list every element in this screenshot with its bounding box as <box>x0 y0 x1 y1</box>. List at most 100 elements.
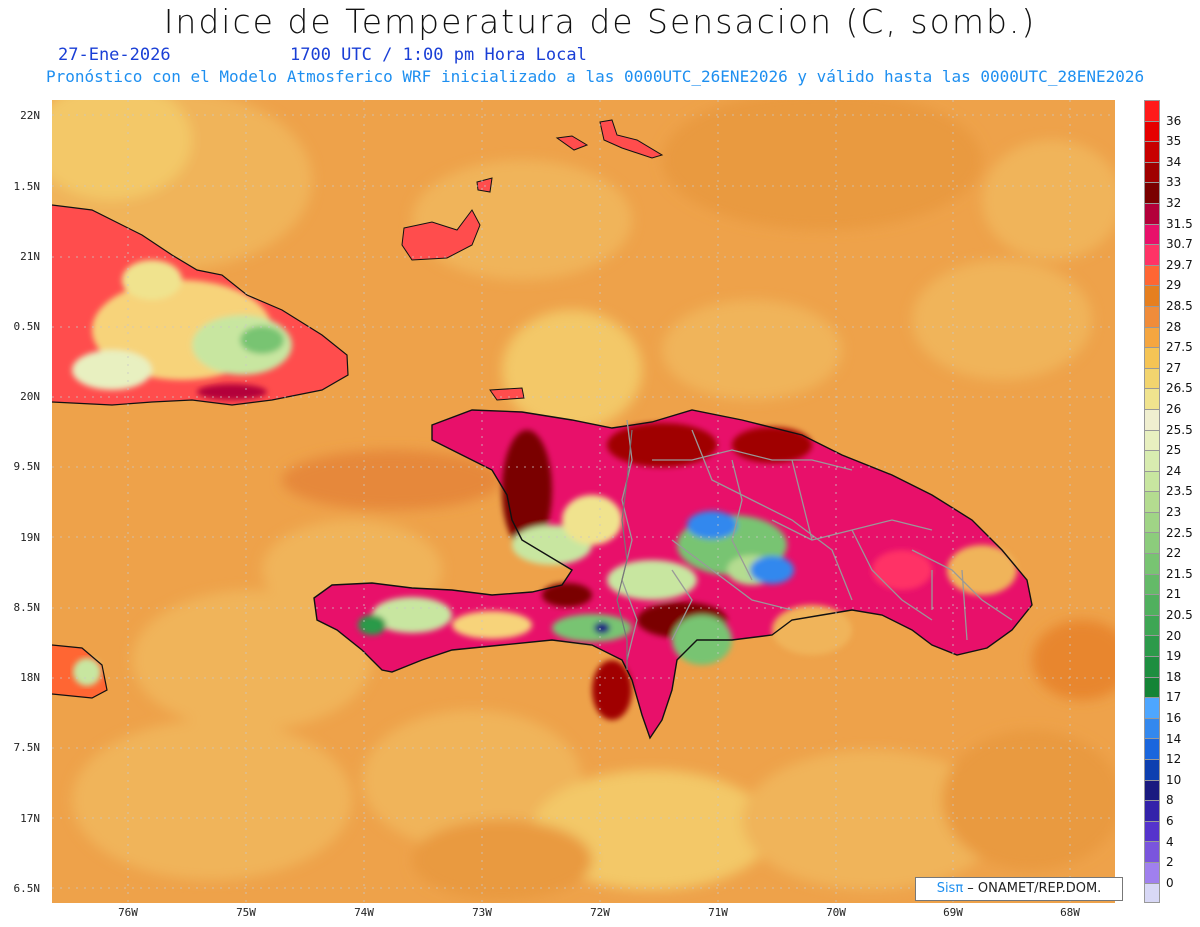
colorbar-swatch <box>1144 285 1160 306</box>
colorbar-swatch <box>1144 532 1160 554</box>
colorbar-swatch <box>1144 635 1160 657</box>
colorbar-label: 23.5 <box>1166 484 1193 499</box>
colorbar-label: 33 <box>1166 175 1182 190</box>
colorbar-label: 14 <box>1166 731 1182 746</box>
lon-label: 74W <box>354 906 374 919</box>
lon-label: 71W <box>708 906 728 919</box>
colorbar-swatch <box>1144 264 1160 286</box>
colorbar-swatch <box>1144 347 1160 368</box>
colorbar-label: 19 <box>1166 649 1182 664</box>
colorbar-label: 20 <box>1166 628 1182 643</box>
colorbar-label: 31.5 <box>1166 216 1193 231</box>
ocean-field <box>52 100 1115 900</box>
lat-label: 9.5N <box>13 460 41 473</box>
colorbar-swatch <box>1144 120 1160 142</box>
colorbar-swatch <box>1144 450 1160 471</box>
lat-label: 22N <box>20 109 40 122</box>
colorbar-swatch <box>1144 882 1160 904</box>
colorbar-swatch <box>1144 800 1160 821</box>
credit-brand: Sisπ <box>936 881 964 896</box>
colorbar-swatch <box>1144 182 1160 203</box>
colorbar-label: 28 <box>1166 319 1182 334</box>
lon-label: 69W <box>943 906 963 919</box>
lon-label: 76W <box>118 906 138 919</box>
hispaniola-landmass <box>313 409 1033 740</box>
colorbar-label: 21.5 <box>1166 566 1193 581</box>
colorbar-label: 12 <box>1166 752 1182 767</box>
colorbar-label: 22 <box>1166 546 1182 561</box>
colorbar-label: 30.7 <box>1166 237 1193 252</box>
credit-text: – ONAMET/REP.DOM. <box>963 881 1102 896</box>
colorbar-label: 0 <box>1166 875 1174 890</box>
colorbar-swatch <box>1144 305 1160 327</box>
lat-label: 1.5N <box>13 180 41 193</box>
colorbar-swatch <box>1144 202 1160 224</box>
colorbar-swatch <box>1144 553 1160 574</box>
colorbar-swatch <box>1144 326 1160 348</box>
colorbar <box>1144 100 1162 904</box>
lon-label: 73W <box>472 906 492 919</box>
colorbar-swatch <box>1144 388 1160 409</box>
colorbar-label: 20.5 <box>1166 608 1193 622</box>
colorbar-label: 10 <box>1166 772 1182 787</box>
colorbar-swatch <box>1144 738 1160 759</box>
colorbar-label: 2 <box>1166 855 1174 870</box>
colorbar-label: 4 <box>1166 834 1174 849</box>
lat-label: 0.5N <box>13 320 41 333</box>
colorbar-label: 18 <box>1166 669 1182 684</box>
colorbar-label: 29.7 <box>1166 257 1193 272</box>
haiti-dr-border <box>616 429 633 670</box>
colorbar-swatch <box>1144 779 1160 801</box>
colorbar-swatch <box>1144 100 1160 121</box>
cuba-landmass <box>52 204 349 406</box>
colorbar-label: 25.5 <box>1166 422 1193 437</box>
colorbar-label: 6 <box>1166 814 1174 828</box>
colorbar-label: 27.5 <box>1166 340 1193 355</box>
colorbar-swatch <box>1144 697 1160 718</box>
colorbar-label: 26 <box>1166 402 1182 416</box>
colorbar-swatch <box>1144 594 1160 615</box>
colorbar-label: 22.5 <box>1166 525 1193 540</box>
colorbar-swatch <box>1144 223 1160 245</box>
colorbar-label: 17 <box>1166 690 1182 705</box>
lon-label: 75W <box>236 906 256 919</box>
colorbar-label: 27 <box>1166 360 1182 375</box>
colorbar-label: 26.5 <box>1166 381 1193 396</box>
colorbar-swatch <box>1144 511 1160 533</box>
colorbar-swatch <box>1144 367 1160 389</box>
colorbar-label: 34 <box>1166 154 1182 169</box>
lat-label: 20N <box>20 390 40 403</box>
province-borders <box>621 419 1013 661</box>
colorbar-swatch <box>1144 820 1160 842</box>
colorbar-swatch <box>1144 161 1160 183</box>
colorbar-label: 23 <box>1166 505 1182 519</box>
lat-label: 17N <box>20 812 40 825</box>
colorbar-swatch <box>1144 244 1160 265</box>
lat-label: 8.5N <box>13 601 41 614</box>
colorbar-swatch <box>1144 429 1160 451</box>
colorbar-label: 35 <box>1166 134 1182 149</box>
heat-index-map <box>52 100 1115 903</box>
lon-label: 72W <box>590 906 610 919</box>
colorbar-label: 16 <box>1166 711 1182 725</box>
colorbar-label: 29 <box>1166 278 1182 293</box>
forecast-date: 27-Ene-2026 <box>58 45 171 65</box>
colorbar-label: 28.5 <box>1166 299 1193 313</box>
credit-box: Sisπ – ONAMET/REP.DOM. <box>915 877 1123 901</box>
model-subtitle: Pronóstico con el Modelo Atmosferico WRF… <box>46 67 1145 86</box>
colorbar-swatch <box>1144 676 1160 698</box>
colorbar-swatch <box>1144 656 1160 677</box>
colorbar-swatch <box>1144 573 1160 595</box>
colorbar-swatch <box>1144 141 1160 162</box>
colorbar-label: 36 <box>1166 113 1182 128</box>
colorbar-swatch <box>1144 408 1160 430</box>
lon-label: 68W <box>1060 906 1080 919</box>
colorbar-label: 8 <box>1166 793 1174 808</box>
lat-label: 19N <box>20 531 40 544</box>
colorbar-swatch <box>1144 470 1160 492</box>
lat-label: 18N <box>20 671 40 684</box>
colorbar-label: 32 <box>1166 196 1182 210</box>
graticule <box>52 100 1115 903</box>
jamaica-landmass <box>52 644 108 699</box>
lat-label: 21N <box>20 250 40 263</box>
